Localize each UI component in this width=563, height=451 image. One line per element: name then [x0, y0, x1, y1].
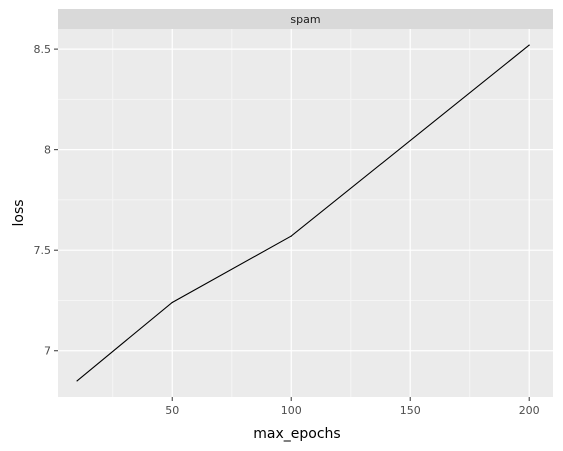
x-axis: 50 100 150 200: [165, 397, 540, 417]
data-point: [76, 380, 78, 382]
y-tick-label: 8: [44, 144, 51, 157]
data-point: [528, 44, 530, 46]
data-point: [290, 235, 292, 237]
x-tick-label: 200: [519, 404, 540, 417]
y-tick-label: 8.5: [34, 43, 52, 56]
y-axis-title: loss: [11, 199, 27, 226]
strip-background: [58, 9, 553, 29]
x-axis-title: max_epochs: [253, 426, 340, 442]
y-axis: 7 7.5 8 8.5: [34, 43, 58, 358]
x-tick-label: 150: [400, 404, 421, 417]
y-tick-label: 7: [44, 345, 51, 358]
facet-strip-label: spam: [290, 13, 320, 26]
data-point: [171, 301, 173, 304]
major-grid: [58, 29, 553, 397]
y-tick-label: 7.5: [34, 244, 52, 257]
x-tick-label: 100: [281, 404, 302, 417]
series-group: [76, 44, 530, 382]
panel-background: [58, 29, 553, 397]
series-line: [76, 44, 530, 382]
x-tick-label: 50: [165, 404, 179, 417]
minor-grid: [58, 29, 553, 397]
